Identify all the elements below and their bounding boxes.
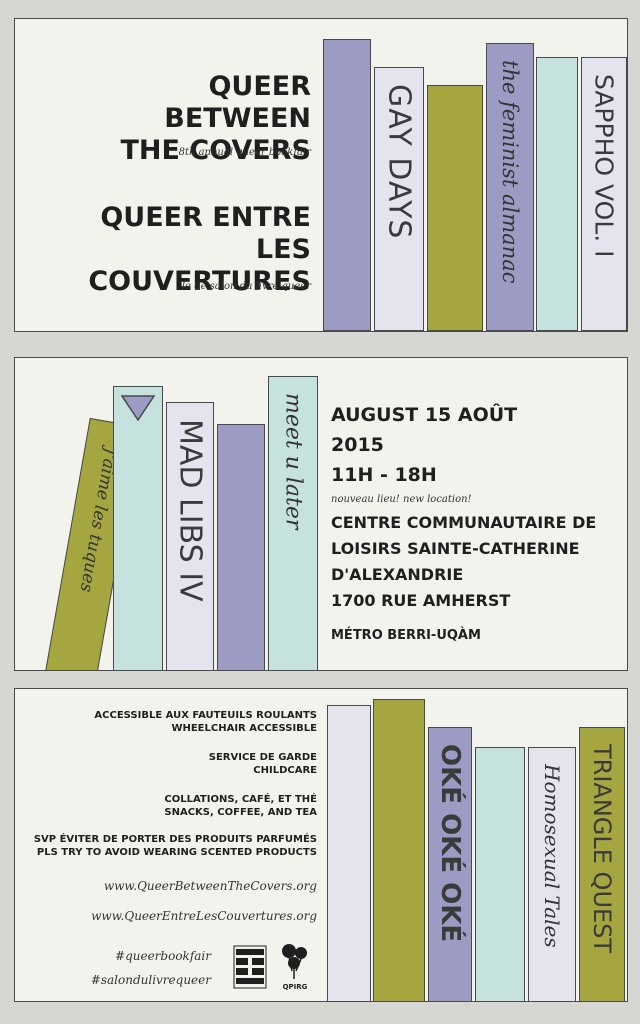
website-french-link[interactable]: www.QueerEntreLesCouvertures.org bbox=[91, 909, 317, 923]
book-triangle-quest-title: TRIANGLE QUEST bbox=[588, 744, 616, 954]
event-year: 2015 bbox=[331, 434, 384, 456]
book-olive-1 bbox=[427, 85, 483, 331]
subtitle-english: 8th annual queer bookfair bbox=[178, 147, 311, 158]
title-english: QUEER BETWEEN THE COVERS bbox=[120, 71, 311, 166]
book-sappho-title: SAPPHO VOL. I bbox=[589, 74, 619, 258]
book-triangle-mint bbox=[113, 386, 163, 670]
book-meet-u-later-title: meet u later bbox=[280, 393, 306, 530]
flower-icon bbox=[282, 944, 307, 979]
book-mint-1 bbox=[536, 57, 578, 331]
venue-address: CENTRE COMMUNAUTAIRE DE LOISIRS SAINTE-C… bbox=[331, 513, 597, 610]
qpirg-logo: QPIRG bbox=[277, 941, 313, 991]
book-meet-u-later: meet u later bbox=[268, 376, 318, 670]
book-mint-2 bbox=[475, 747, 525, 1001]
book-feminist-almanac-title: the feminist almanac bbox=[498, 60, 522, 284]
shelf-panel-top: QUEER BETWEEN THE COVERS 8th annual quee… bbox=[14, 18, 628, 332]
book-feminist-almanac: the feminist almanac bbox=[486, 43, 534, 331]
snacks-info: COLLATIONS, CAFÉ, ET THÉ SNACKS, COFFEE,… bbox=[164, 794, 317, 818]
metro-station: MÉTRO BERRI-UQÀM bbox=[331, 628, 481, 643]
book-gay-days: GAY DAYS bbox=[374, 67, 424, 331]
shelf-panel-middle: j'aime les tuques MAD LIBS IV meet u lat… bbox=[14, 357, 628, 671]
book-sappho: SAPPHO VOL. I bbox=[581, 57, 627, 331]
book-mad-libs: MAD LIBS IV bbox=[166, 402, 214, 670]
hashtag-french: #salondulivrequeer bbox=[90, 973, 211, 987]
book-mad-libs-title: MAD LIBS IV bbox=[172, 419, 208, 602]
childcare-info: SERVICE DE GARDE CHILDCARE bbox=[208, 752, 317, 776]
book-lavender-2 bbox=[217, 424, 265, 670]
qpirg-logo-text: QPIRG bbox=[282, 983, 308, 991]
book-triangle-quest: TRIANGLE QUEST bbox=[579, 727, 625, 1001]
event-date-block: AUGUST 15 AOÛT 2015 11H - 18H bbox=[331, 400, 517, 490]
triangle-icon bbox=[121, 395, 155, 421]
book-homosexual-tales-title: Homosexual Tales bbox=[540, 764, 564, 948]
title-french: QUEER ENTRE LES COUVERTURES bbox=[88, 202, 311, 297]
event-date: AUGUST 15 AOÛT bbox=[331, 404, 518, 426]
subtitle-french: le 8e salon du livre queer bbox=[181, 281, 311, 292]
book-olive-2 bbox=[373, 699, 425, 1001]
shelf-panel-bottom: ACCESSIBLE AUX FAUTEUILS ROULANTS WHEELC… bbox=[14, 688, 628, 1002]
scent-free-info: SVP ÉVITER DE PORTER DES PRODUITS PARFUM… bbox=[33, 834, 317, 858]
book-pale-1 bbox=[327, 705, 371, 1001]
event-time: 11H - 18H bbox=[331, 464, 437, 486]
new-location-note: nouveau lieu! new location! bbox=[331, 494, 472, 505]
hashtag-english: #queerbookfair bbox=[115, 949, 211, 963]
website-english-link[interactable]: www.QueerBetweenTheCovers.org bbox=[103, 879, 317, 893]
book-homosexual-tales: Homosexual Tales bbox=[528, 747, 576, 1001]
book-oke-oke-oke: OKÉ OKÉ OKÉ bbox=[428, 727, 472, 1001]
book-gay-days-title: GAY DAYS bbox=[381, 84, 417, 240]
book-oke-oke-oke-title: OKÉ OKÉ OKÉ bbox=[435, 744, 465, 943]
qbtc-logo bbox=[233, 945, 267, 989]
accessibility-info: ACCESSIBLE AUX FAUTEUILS ROULANTS WHEELC… bbox=[94, 710, 317, 734]
book-lavender-1 bbox=[323, 39, 371, 331]
qbtc-logo-graphic bbox=[233, 945, 267, 989]
